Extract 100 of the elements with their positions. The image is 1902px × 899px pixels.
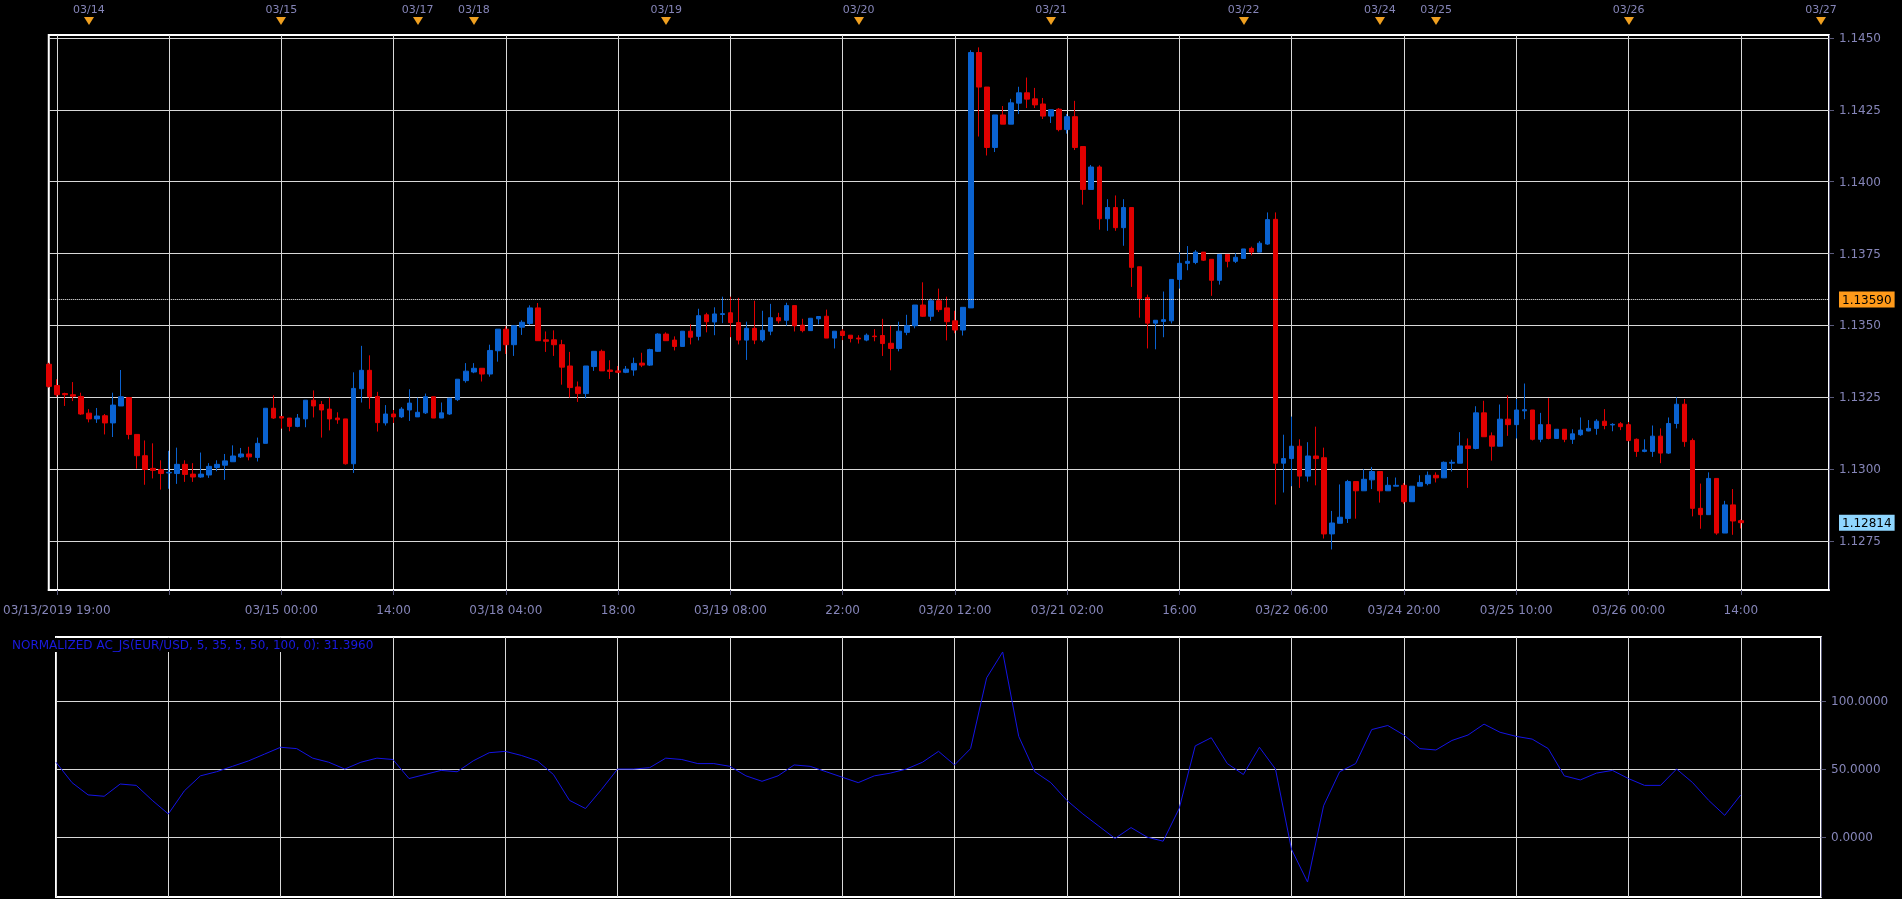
candlestick (704, 312, 709, 333)
candlestick (1088, 164, 1094, 190)
candlestick (375, 391, 380, 433)
candlestick (1137, 266, 1142, 319)
candlestick (1056, 107, 1062, 132)
candlestick (1401, 482, 1407, 505)
candlestick (367, 354, 372, 410)
candlestick (672, 335, 677, 351)
candlestick (94, 407, 100, 424)
candlestick (1425, 471, 1431, 486)
candlestick (255, 437, 260, 462)
candlestick (447, 397, 452, 416)
candlestick (335, 411, 340, 425)
ref-line-label: 1.13590 (1842, 292, 1892, 307)
candlestick (1674, 396, 1679, 429)
candlestick (1690, 437, 1695, 517)
candlestick (968, 49, 974, 309)
candlestick (134, 433, 140, 470)
y-tick-label: 100.0000 (1831, 693, 1889, 708)
candlestick (1714, 477, 1719, 536)
x-tick-label: 03/20 12:00 (918, 603, 992, 617)
y-tick-label: 1.1275 (1839, 534, 1881, 549)
candlestick (840, 328, 845, 341)
candlestick (1393, 477, 1399, 487)
candlestick (70, 381, 76, 402)
candlestick (1072, 100, 1078, 151)
candlestick (1289, 416, 1294, 487)
candlestick (190, 462, 196, 483)
candlestick (263, 407, 268, 444)
candlestick (936, 288, 942, 313)
candlestick (1481, 400, 1487, 438)
candlestick (1177, 251, 1182, 290)
candlestick (639, 352, 645, 368)
candlestick (760, 310, 765, 343)
text: 03/20 (842, 3, 875, 16)
candlestick (431, 396, 436, 419)
candlestick (1473, 405, 1479, 450)
x-tick-label: 03/22 06:00 (1255, 603, 1329, 617)
y-tick-label: 50.0000 (1831, 762, 1881, 777)
candlestick (1032, 87, 1038, 109)
candlestick (1730, 488, 1736, 536)
candlestick (960, 306, 966, 337)
candlestick (1433, 471, 1439, 483)
candlestick (62, 392, 68, 407)
candlestick (1313, 426, 1319, 486)
candlestick (559, 339, 565, 386)
candlestick (287, 417, 292, 432)
candlestick (567, 351, 573, 399)
x-tick-label: 03/18 04:00 (469, 603, 543, 617)
candlestick (1602, 408, 1607, 430)
candlestick (78, 392, 84, 416)
candlestick (551, 329, 557, 357)
candlestick (399, 406, 404, 419)
candlestick (535, 302, 541, 342)
candlestick (848, 334, 853, 343)
candlestick (383, 404, 388, 427)
candlestick (230, 444, 236, 463)
candlestick (1097, 164, 1102, 231)
candlestick (1642, 438, 1647, 453)
candlestick (303, 399, 308, 428)
candlestick (1457, 431, 1463, 464)
x-tick-label: 22:00 (825, 603, 860, 617)
candlestick (816, 316, 821, 325)
candlestick (407, 388, 412, 422)
candlestick (327, 397, 332, 431)
candlestick (623, 365, 629, 374)
candlestick (1241, 248, 1246, 259)
text: 03/15 (265, 3, 298, 16)
candlestick (680, 330, 685, 347)
candlestick (1722, 500, 1728, 534)
text: 03/21 (1035, 3, 1067, 16)
candlestick (896, 321, 902, 352)
candlestick (527, 304, 533, 326)
candlestick (607, 359, 613, 380)
candlestick (1618, 421, 1623, 431)
candlestick (1217, 253, 1222, 286)
candlestick (1161, 291, 1166, 338)
candlestick (920, 281, 926, 318)
candlestick (1185, 245, 1190, 271)
candlestick (246, 446, 252, 461)
candlestick (1321, 447, 1327, 540)
candlestick (1353, 481, 1359, 520)
candlestick (271, 394, 276, 420)
candlestick (487, 344, 493, 378)
candlestick (1225, 253, 1230, 268)
candlestick (182, 459, 188, 483)
candlestick (1297, 438, 1302, 489)
candlestick (295, 413, 300, 428)
candlestick (110, 392, 116, 438)
candlestick (615, 365, 621, 374)
candlestick (599, 349, 605, 372)
candlestick (720, 296, 725, 324)
candlestick (1265, 211, 1270, 246)
candlestick (102, 413, 108, 435)
candlestick (391, 409, 396, 424)
candlestick (912, 304, 918, 329)
candlestick (415, 397, 420, 418)
y-tick-label: 1.1425 (1839, 102, 1881, 117)
candlestick (1113, 194, 1118, 232)
candlestick (888, 325, 894, 371)
